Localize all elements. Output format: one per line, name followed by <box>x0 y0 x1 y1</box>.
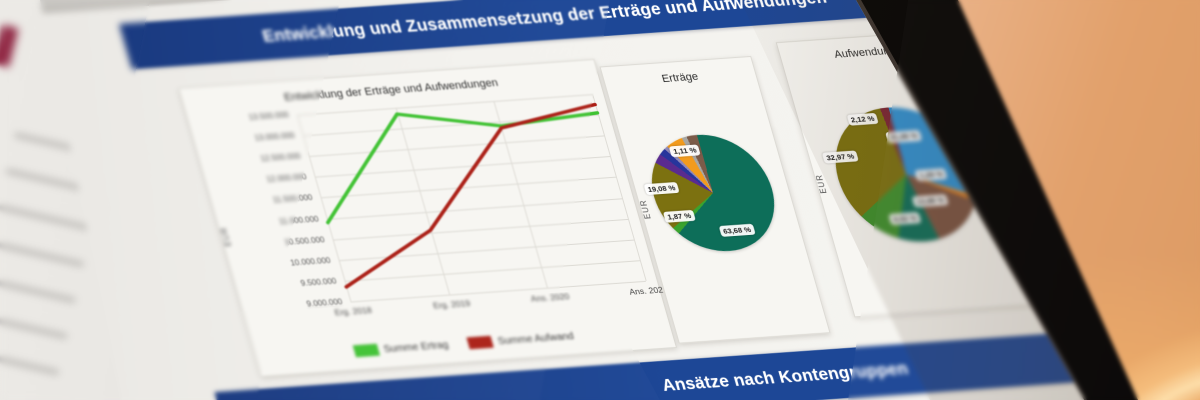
y-tick-label: 12.500.000 <box>259 151 302 164</box>
chart-legend: Summe Ertrag Summe Aufwand <box>352 330 576 358</box>
pie-percent-label: 19,08 % <box>643 181 680 195</box>
y-axis-title: EUR <box>814 173 829 194</box>
y-axis-title: EUR <box>218 226 234 247</box>
y-tick-label: 12.000.000 <box>265 172 308 185</box>
y-tick-label: 10.500.000 <box>283 234 326 247</box>
x-tick-label: Erg. 2018 <box>333 305 373 318</box>
y-tick-label: 13.500.000 <box>247 110 290 123</box>
y-tick-label: 13.000.000 <box>253 131 296 143</box>
line-chart-card: Entwicklung der Erträge und Aufwendungen… <box>178 58 678 377</box>
legend-swatch <box>352 343 380 358</box>
pie-percent-label: 31,06 % <box>885 129 922 144</box>
line-chart-plot: Erg. 2018 Erg. 2019 Ans. 2020 Ans. 2021 <box>296 94 669 318</box>
line-series-svg <box>297 94 646 301</box>
legend-item: Summe Aufwand <box>466 330 576 350</box>
pie-percent-label: 32,97 % <box>821 150 859 164</box>
pie-percent-label: 1,29 % <box>914 168 948 182</box>
y-tick-label: 11.000.000 <box>277 214 320 226</box>
pie-percent-label: 2,12 % <box>846 112 879 126</box>
series-line <box>300 105 642 287</box>
x-tick-label: Erg. 2019 <box>431 298 472 311</box>
pie-percent-label: 1,87 % <box>662 209 696 223</box>
pie-percent-label: 9,52 % <box>888 212 922 226</box>
ertraege-pie-title: Erträge <box>660 70 700 86</box>
pie-percent-label: 13,98 % <box>912 194 949 208</box>
y-tick-label: 10.000.000 <box>289 255 332 268</box>
legend-label: Summe Aufwand <box>496 330 576 347</box>
x-tick-label: Ans. 2020 <box>529 291 571 304</box>
series-line <box>299 100 623 222</box>
sheet-accent-block <box>0 24 19 68</box>
y-tick-label: 11.500.000 <box>271 193 314 206</box>
y-axis-title: EUR <box>638 199 653 220</box>
ertraege-pie-box: 63,68 % 19,08 % 1,87 % 1,11 % <box>634 117 804 302</box>
y-tick-label: 9.500.000 <box>299 276 338 288</box>
legend-swatch <box>466 335 494 350</box>
legend-label: Summe Ertrag <box>382 339 450 355</box>
pie-percent-label: 63,68 % <box>718 223 756 237</box>
legend-item: Summe Ertrag <box>352 339 450 358</box>
pie-percent-label: 1,11 % <box>668 144 701 158</box>
